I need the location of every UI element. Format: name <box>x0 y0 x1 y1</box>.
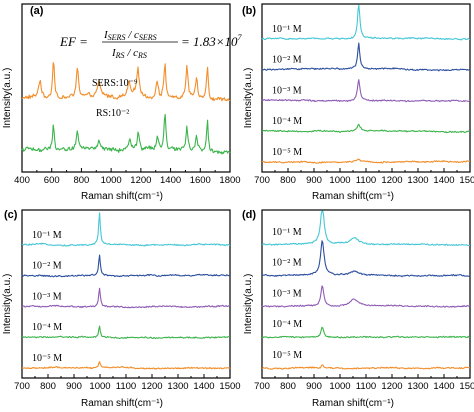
x-tick-label: 1000 <box>89 381 110 392</box>
panel-a: (a) Intensity(a.u.) Raman shift(cm⁻¹) EF… <box>2 3 243 202</box>
x-tick-label: 1000 <box>101 175 122 186</box>
panel-a-ylabel: Intensity(a.u.) <box>2 68 13 129</box>
series-line <box>21 212 231 247</box>
series-label: 10⁻¹ M <box>272 227 302 238</box>
series-line <box>21 325 230 340</box>
x-tick-label: 1100 <box>356 381 376 392</box>
x-tick-label: 1600 <box>190 175 211 186</box>
series-label: 10⁻⁴ M <box>272 319 302 330</box>
series-label: 10⁻¹ M <box>32 230 62 241</box>
series-line <box>21 113 231 155</box>
panel-b-xlabel: Raman shift(cm⁻¹) <box>312 191 394 202</box>
ef-value: = 1.83×107 <box>181 33 243 49</box>
series-label: 10⁻³ M <box>32 291 62 302</box>
series-line <box>262 240 471 278</box>
x-tick-label: 600 <box>44 175 60 186</box>
x-tick-label: 700 <box>254 175 270 186</box>
series-line <box>21 361 231 370</box>
x-tick-label: 1200 <box>381 381 402 392</box>
x-tick-label: 1200 <box>141 381 162 392</box>
panel-d-tag: (d) <box>242 209 256 221</box>
x-tick-label: 800 <box>280 381 296 392</box>
series-label: RS:10⁻² <box>96 108 129 119</box>
series-line <box>21 287 231 309</box>
x-tick-label: 900 <box>306 175 322 186</box>
x-tick-label: 400 <box>14 175 30 186</box>
series-label: 10⁻⁵ M <box>32 353 62 364</box>
series-label: 10⁻⁵ M <box>272 147 302 158</box>
ef-annotation: EF = ISERS / cSERS IRS / cRS = 1.83×107 <box>59 29 243 60</box>
panel-c: (c) Intensity(a.u.) Raman shift(cm⁻¹) 70… <box>2 209 241 409</box>
panel-a-xlabel: Raman shift(cm⁻¹) <box>81 191 163 202</box>
x-tick-label: 900 <box>306 381 322 392</box>
series-label: 10⁻⁵ M <box>272 350 302 361</box>
x-tick-label: 1500 <box>219 381 240 392</box>
x-tick-label: 800 <box>40 381 56 392</box>
x-tick-label: 800 <box>280 175 296 186</box>
series-line <box>261 79 471 103</box>
panel-d-ylabel: Intensity(a.u.) <box>243 274 254 335</box>
series-label: 10⁻³ M <box>272 288 302 299</box>
series-label: SERS:10⁻⁹ <box>92 78 138 89</box>
panel-c-ylabel: Intensity(a.u.) <box>2 274 13 335</box>
series-line <box>261 364 471 370</box>
x-tick-label: 1300 <box>167 381 188 392</box>
series-label: 10⁻⁴ M <box>32 322 62 333</box>
x-tick-label: 1400 <box>193 381 214 392</box>
series-label: 10⁻² M <box>272 258 302 269</box>
x-tick-label: 900 <box>66 381 82 392</box>
x-tick-label: 1400 <box>160 175 181 186</box>
series-line <box>261 4 471 41</box>
x-tick-label: 1200 <box>130 175 151 186</box>
x-tick-label: 1300 <box>407 175 428 186</box>
series-label: 10⁻² M <box>32 261 62 272</box>
ef-denominator: IRS / cRS <box>111 47 147 60</box>
series-line <box>261 285 471 308</box>
series-label: 10⁻³ M <box>272 85 302 96</box>
panel-a-tag: (a) <box>30 5 44 17</box>
x-tick-label: 1100 <box>116 381 136 392</box>
x-tick-label: 1200 <box>381 175 402 186</box>
x-tick-label: 800 <box>73 175 89 186</box>
series-line <box>261 210 471 247</box>
series-label: 10⁻¹ M <box>272 24 302 35</box>
panel-d: (d) Intensity(a.u.) Raman shift(cm⁻¹) 70… <box>242 209 474 409</box>
x-tick-label: 1100 <box>356 175 376 186</box>
panel-b-tag: (b) <box>242 5 256 17</box>
x-tick-label: 1800 <box>219 175 240 186</box>
x-tick-label: 1000 <box>329 175 350 186</box>
x-tick-label: 1400 <box>433 175 454 186</box>
panel-b-ylabel: Intensity(a.u.) <box>243 68 254 129</box>
series-line <box>21 254 231 278</box>
ef-numerator: ISERS / cSERS <box>103 29 157 42</box>
x-tick-label: 700 <box>14 381 30 392</box>
series-line <box>261 123 471 134</box>
panel-d-xlabel: Raman shift(cm⁻¹) <box>312 398 394 409</box>
series-line <box>261 158 471 164</box>
series-line <box>261 326 471 339</box>
x-tick-label: 1000 <box>329 381 350 392</box>
x-tick-label: 700 <box>254 381 270 392</box>
ef-label: EF = <box>59 34 88 49</box>
series-label: 10⁻² M <box>272 55 302 66</box>
series-line <box>262 42 471 72</box>
panel-b: (b) Intensity(a.u.) Raman shift(cm⁻¹) 70… <box>242 3 474 202</box>
panel-c-xlabel: Raman shift(cm⁻¹) <box>81 398 163 409</box>
series-label: 10⁻⁴ M <box>272 116 302 127</box>
series-line <box>21 62 231 102</box>
x-tick-label: 1400 <box>433 381 454 392</box>
panel-c-tag: (c) <box>4 209 18 221</box>
x-tick-label: 1500 <box>459 175 474 186</box>
x-tick-label: 1500 <box>459 381 474 392</box>
x-tick-label: 1300 <box>407 381 428 392</box>
